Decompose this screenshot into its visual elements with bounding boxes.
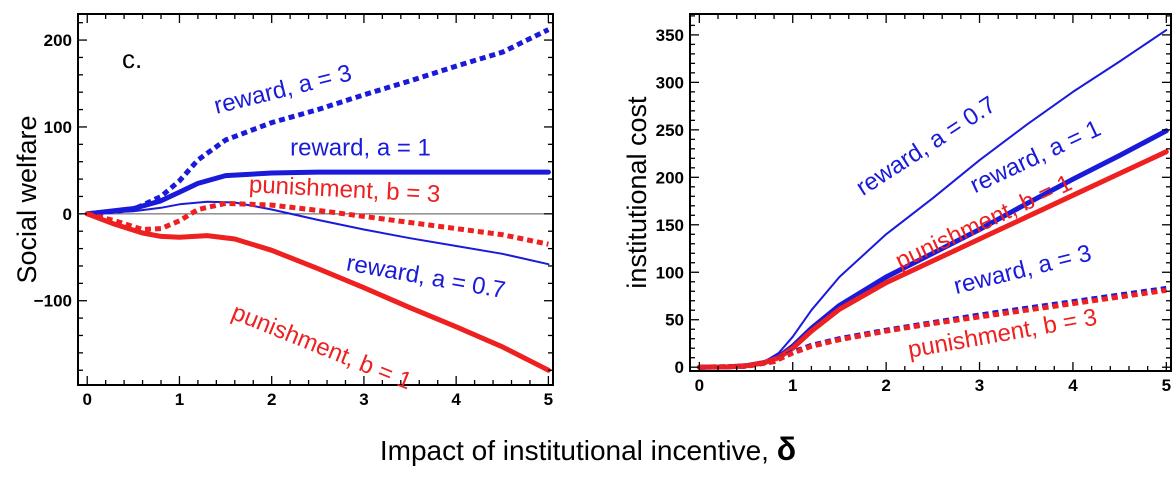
left-series-reward-a-0-7 — [86, 200, 550, 266]
left-series-punishment-b-1 — [84, 211, 551, 373]
left-series-reward-a-3 — [86, 27, 550, 217]
left-y-axis-title: Social welfare — [12, 115, 42, 283]
left-x-tick-label: 1 — [175, 390, 184, 409]
left-x-tick-label: 3 — [359, 390, 368, 409]
right-y-tick-label: 50 — [665, 311, 684, 330]
right-x-tick-label: 3 — [975, 376, 984, 395]
left-x-tick-label: 0 — [82, 390, 91, 409]
left-plot-frame — [77, 13, 554, 386]
left-curve-label: reward, a = 1 — [290, 135, 431, 162]
right-y-tick-label: 200 — [656, 168, 684, 187]
right-y-tick-label: 100 — [656, 263, 684, 282]
right-y-tick-label: 300 — [656, 73, 684, 92]
left-x-tick-label: 2 — [267, 390, 276, 409]
right-y-tick-label: 150 — [656, 216, 684, 235]
right-y-axis-title: institutional cost — [622, 96, 652, 289]
left-series-reward-a-1 — [84, 169, 551, 217]
left-curve-label: reward, a = 3 — [211, 59, 354, 119]
delta-symbol: δ — [777, 431, 796, 467]
left-curve-label: punishment, b = 3 — [248, 171, 441, 208]
right-y-tick-label: 250 — [656, 121, 684, 140]
left-y-tick-label: 100 — [44, 118, 72, 137]
shared-x-axis-title: Impact of institutional incentive, δ — [380, 431, 796, 467]
right-y-tick-label: 350 — [656, 26, 684, 45]
left-x-tick-label: 5 — [544, 390, 553, 409]
right-x-tick-label: 4 — [1068, 376, 1078, 395]
left-y-tick-label: 200 — [44, 31, 72, 50]
shared-x-axis-title-text: Impact of institutional incentive, — [380, 435, 777, 466]
right-plot-frame — [689, 13, 1172, 372]
left-series-punishment-b-3 — [86, 200, 549, 247]
right-curve-label: punishment, b = 3 — [906, 304, 1099, 364]
left-y-tick-label: 0 — [63, 205, 72, 224]
left-panel-tag: c. — [122, 44, 142, 74]
left-curve-label: reward, a = 0.7 — [344, 250, 507, 305]
social-welfare-chart: 0 1 2 3 4 5 −100 0 100 200 Social welfare c. reward,… — [12, 13, 554, 409]
left-x-tick-label: 4 — [451, 390, 461, 409]
institutional-cost-chart: 0 1 2 3 4 5050100150200250300350institutional… — [622, 13, 1172, 395]
right-y-tick-label: 0 — [675, 358, 684, 377]
right-x-tick-label: 1 — [788, 376, 797, 395]
right-curve-label: reward, a = 3 — [951, 240, 1094, 300]
right-series-punishment-b-3 — [699, 287, 1167, 370]
left-y-tick-label: −100 — [34, 292, 72, 311]
right-x-tick-label: 0 — [695, 376, 704, 395]
right-x-tick-label: 2 — [881, 376, 890, 395]
left-curve-label: punishment, b = 1 — [228, 299, 416, 396]
right-x-tick-label: 5 — [1162, 376, 1171, 395]
